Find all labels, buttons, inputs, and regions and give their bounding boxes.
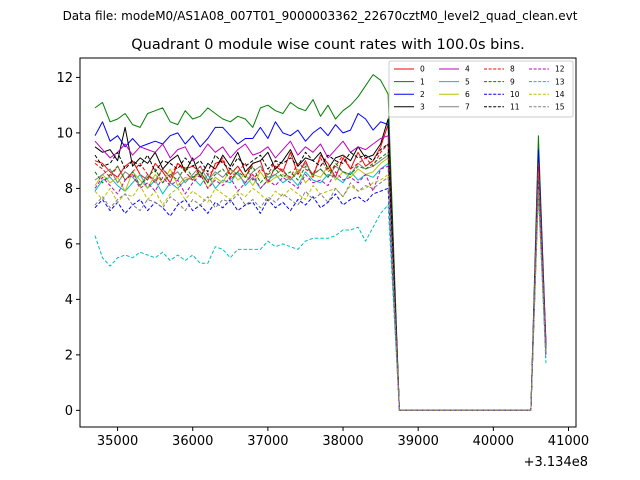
x-tick-label: 37000 [247, 434, 288, 449]
legend-label-5: 5 [465, 77, 470, 86]
figure-suptitle: Data file: modeM0/AS1A08_007T01_90000033… [63, 9, 578, 23]
y-tick-label: 4 [65, 293, 73, 308]
legend-label-7: 7 [465, 103, 470, 112]
y-tick-label: 10 [56, 126, 73, 141]
series-line-12 [94, 165, 547, 411]
chart-title: Quadrant 0 module wise count rates with … [131, 37, 525, 53]
legend-label-2: 2 [420, 90, 425, 99]
x-tick-label: 38000 [322, 434, 363, 449]
x-tick-label: 39000 [398, 434, 439, 449]
legend-box [388, 60, 574, 118]
plot-frame [79, 57, 577, 428]
series-layer [94, 74, 547, 411]
legend-label-10: 10 [510, 90, 520, 99]
x-tick-label: 41000 [548, 434, 589, 449]
legend-label-11: 11 [510, 103, 520, 112]
plot-area [80, 58, 576, 427]
x-tick-label: 40000 [473, 434, 514, 449]
x-tick-label: 35000 [97, 434, 138, 449]
legend-label-15: 15 [555, 103, 565, 112]
legend-label-6: 6 [465, 90, 470, 99]
series-line-10 [94, 185, 547, 411]
legend-label-3: 3 [420, 103, 425, 112]
series-line-14 [94, 174, 547, 411]
series-line-7 [94, 154, 547, 411]
legend-label-1: 1 [420, 77, 425, 86]
legend-label-12: 12 [555, 65, 565, 74]
legend-label-13: 13 [555, 77, 565, 86]
series-line-2 [94, 113, 547, 411]
legend-label-8: 8 [510, 65, 515, 74]
y-tick-label: 0 [65, 404, 73, 419]
legend-label-9: 9 [510, 77, 515, 86]
y-tick-label: 2 [65, 348, 73, 363]
series-line-4 [94, 135, 547, 411]
y-axis: 0 2 4 6 8 10 12 [56, 71, 80, 419]
y-tick-label: 8 [65, 182, 73, 197]
legend-label-0: 0 [420, 65, 425, 74]
x-offset-label: +3.134e8 [524, 455, 588, 470]
legend-label-14: 14 [555, 90, 565, 99]
x-axis: 35000 36000 37000 38000 39000 40000 41000 [97, 427, 589, 449]
series-line-11 [94, 143, 547, 411]
series-line-1 [94, 74, 547, 411]
series-line-13 [94, 193, 547, 411]
series-line-6 [94, 157, 547, 411]
legend-label-4: 4 [465, 65, 470, 74]
series-line-3 [94, 118, 547, 411]
series-line-9 [94, 151, 547, 411]
y-tick-label: 6 [65, 237, 73, 252]
series-line-15 [94, 176, 547, 411]
x-tick-label: 36000 [172, 434, 213, 449]
y-tick-label: 12 [56, 71, 73, 86]
